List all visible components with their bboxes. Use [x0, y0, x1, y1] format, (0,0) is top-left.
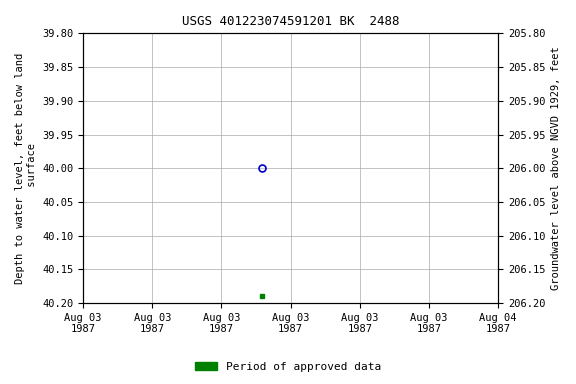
Legend: Period of approved data: Period of approved data [191, 358, 385, 377]
Title: USGS 401223074591201 BK  2488: USGS 401223074591201 BK 2488 [182, 15, 399, 28]
Y-axis label: Groundwater level above NGVD 1929, feet: Groundwater level above NGVD 1929, feet [551, 46, 561, 290]
Y-axis label: Depth to water level, feet below land
 surface: Depth to water level, feet below land su… [15, 53, 37, 284]
